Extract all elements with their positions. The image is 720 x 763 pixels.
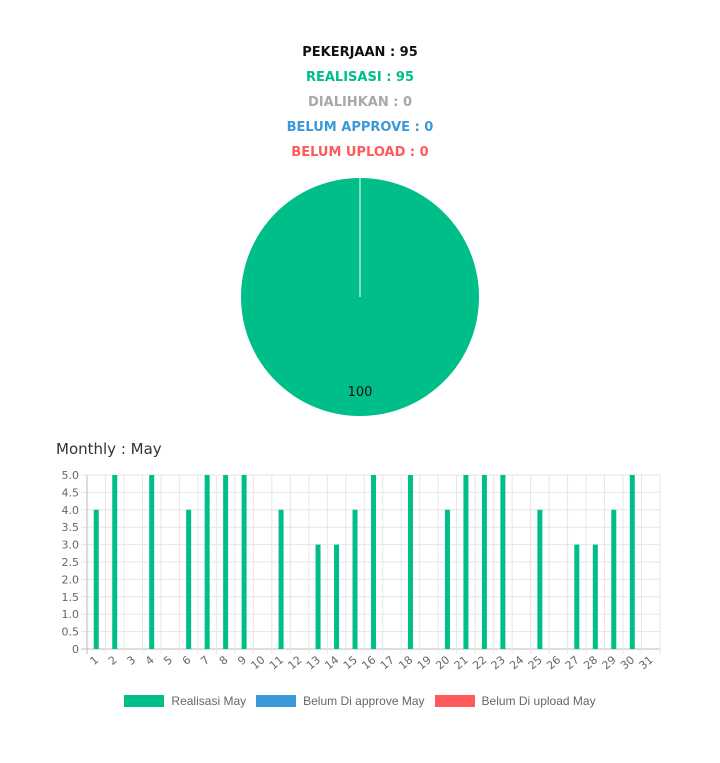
x-tick-label: 19	[415, 653, 434, 672]
x-tick-label: 16	[359, 653, 378, 672]
y-tick-label: 1.5	[62, 591, 80, 604]
bar-23[interactable]	[500, 475, 506, 649]
y-tick-label: 3.0	[62, 539, 80, 552]
legend-label-belum-upload: Belum Di upload May	[481, 694, 596, 708]
y-tick-label: 0.5	[62, 626, 80, 639]
x-tick-label: 9	[235, 653, 249, 667]
x-tick-label: 2	[106, 653, 120, 667]
bar-9[interactable]	[241, 475, 247, 649]
legend-swatch-realisasi	[124, 695, 165, 707]
x-tick-label: 14	[322, 653, 341, 672]
bar-8[interactable]	[223, 475, 229, 649]
x-tick-label: 4	[143, 653, 157, 667]
legend-swatch-belum-upload	[434, 695, 475, 707]
y-tick-label: 2.5	[62, 556, 80, 569]
x-tick-label: 31	[637, 653, 656, 672]
x-tick-label: 11	[267, 653, 286, 672]
chart-legend: Realisasi May Belum Di approve May Belum…	[0, 694, 720, 708]
pekerjaan-count: PEKERJAAN : 95	[302, 45, 418, 60]
x-tick-label: 6	[180, 653, 194, 667]
x-tick-label: 30	[618, 653, 637, 672]
x-tick-label: 24	[507, 653, 526, 672]
bar-4[interactable]	[149, 475, 155, 649]
realisasi-count: REALISASI : 95	[305, 70, 415, 85]
bar-29[interactable]	[611, 509, 617, 649]
x-tick-label: 12	[285, 653, 304, 672]
legend-item-realisasi[interactable]: Realisasi May	[124, 694, 246, 708]
x-tick-label: 23	[489, 653, 508, 672]
y-tick-label: 2.0	[62, 573, 80, 586]
x-tick-label: 26	[544, 653, 563, 672]
y-tick-label: 1.0	[62, 608, 80, 621]
bar-1[interactable]	[93, 509, 99, 649]
summary-panel: PEKERJAAN : 95 REALISASI : 95 DIALIHKAN …	[0, 40, 720, 165]
monthly-bar-chart[interactable]: 00.51.01.52.02.53.03.54.04.55.01 2 3 4 5 6 7 8 9…	[0, 460, 720, 690]
bar-28[interactable]	[592, 544, 598, 649]
monthly-title: Monthly : May	[56, 440, 162, 458]
x-tick-label: 20	[433, 653, 452, 672]
x-tick-label: 3	[124, 653, 138, 667]
x-tick-label: 29	[600, 653, 619, 672]
x-tick-label: 17	[378, 653, 397, 672]
bar-2[interactable]	[112, 475, 118, 649]
pie-data-label: 100	[348, 385, 373, 400]
y-tick-label: 5.0	[62, 469, 80, 482]
bar-30[interactable]	[629, 475, 635, 649]
x-tick-label: 22	[470, 653, 489, 672]
bar-11[interactable]	[278, 509, 284, 649]
bar-25[interactable]	[537, 509, 543, 649]
x-tick-label: 15	[341, 653, 360, 672]
x-tick-label: 21	[452, 653, 471, 672]
pie-chart[interactable]: 100	[235, 172, 485, 422]
bar-15[interactable]	[352, 509, 358, 649]
x-tick-label: 8	[217, 653, 231, 667]
x-tick-label: 10	[248, 653, 267, 672]
legend-label-realisasi: Realisasi May	[171, 694, 247, 708]
legend-label-belum-approve: Belum Di approve May	[303, 694, 425, 708]
bar-21[interactable]	[463, 475, 469, 649]
bar-16[interactable]	[371, 475, 376, 649]
legend-item-belum-approve[interactable]: Belum Di approve May	[256, 694, 425, 708]
x-tick-label: 7	[198, 653, 212, 667]
x-tick-label: 28	[581, 653, 600, 672]
bar-18[interactable]	[407, 475, 413, 649]
x-tick-label: 27	[563, 653, 582, 672]
y-tick-label: 3.5	[62, 521, 80, 534]
x-tick-label: 25	[526, 653, 545, 672]
bar-7[interactable]	[204, 475, 210, 649]
y-tick-label: 0	[72, 643, 79, 656]
bar-27[interactable]	[574, 544, 580, 649]
x-tick-label: 18	[396, 653, 415, 672]
y-tick-label: 4.0	[62, 504, 80, 517]
y-tick-label: 4.5	[62, 486, 80, 499]
x-tick-label: 1	[87, 653, 101, 667]
belum-upload-count: BELUM UPLOAD : 0	[291, 145, 429, 160]
belum-approve-count: BELUM APPROVE : 0	[286, 120, 434, 135]
x-tick-label: 13	[304, 653, 323, 672]
bar-14[interactable]	[334, 544, 340, 649]
bar-22[interactable]	[481, 475, 487, 649]
legend-item-belum-upload[interactable]: Belum Di upload May	[434, 694, 596, 708]
legend-swatch-belum-approve	[256, 695, 297, 707]
bar-6[interactable]	[186, 509, 192, 649]
bar-13[interactable]	[315, 544, 321, 649]
bar-20[interactable]	[444, 509, 450, 649]
x-tick-label: 5	[161, 653, 175, 667]
dialihkan-count: DIALIHKAN : 0	[308, 95, 412, 110]
